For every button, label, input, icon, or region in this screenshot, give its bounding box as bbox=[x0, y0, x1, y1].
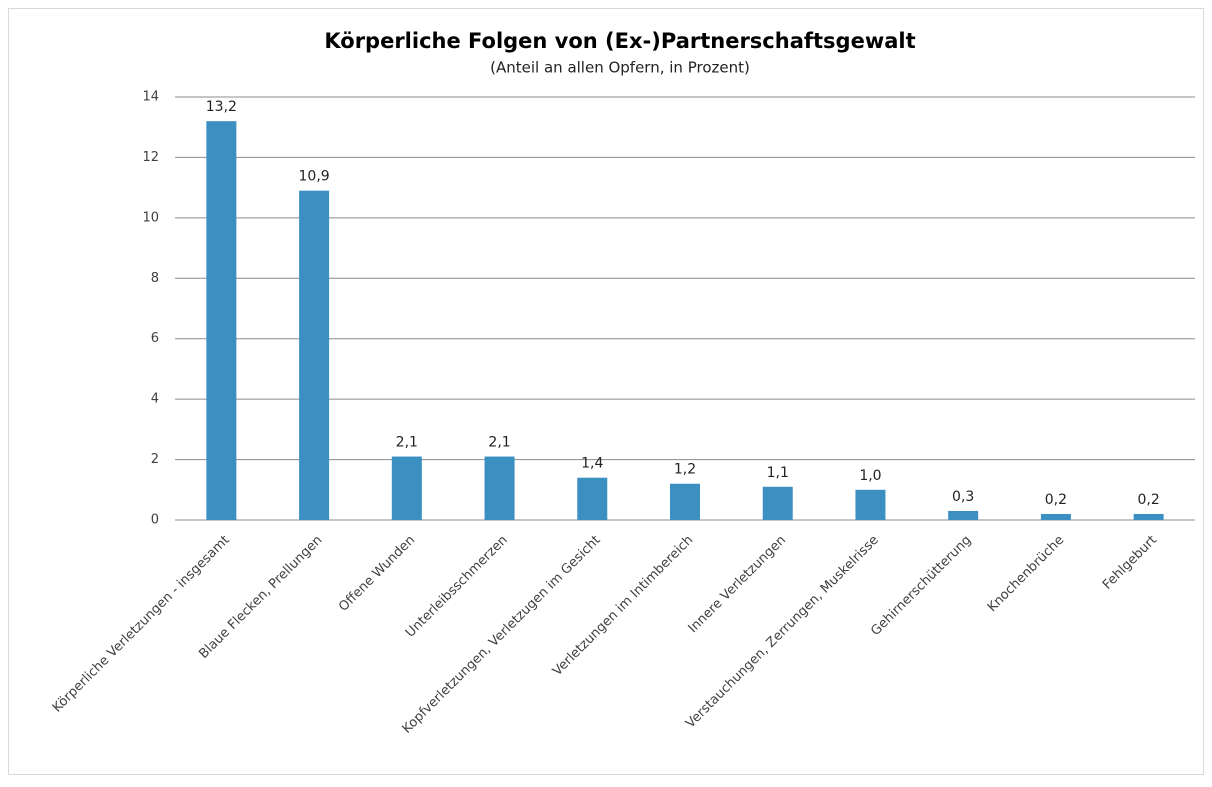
bar bbox=[206, 121, 237, 521]
bar bbox=[762, 486, 793, 520]
bar bbox=[1133, 513, 1164, 520]
bar bbox=[1040, 513, 1071, 520]
bar bbox=[391, 456, 422, 520]
chart-subtitle: (Anteil an allen Opfern, in Prozent) bbox=[490, 59, 750, 77]
value-label: 0,2 bbox=[1138, 492, 1160, 508]
y-tick-label: 8 bbox=[151, 271, 159, 286]
bar bbox=[484, 456, 515, 520]
y-tick-label: 2 bbox=[151, 452, 159, 467]
y-tick-label: 6 bbox=[151, 331, 159, 346]
chart-border bbox=[8, 8, 1204, 775]
value-label: 1,2 bbox=[674, 462, 696, 478]
value-label: 2,1 bbox=[396, 435, 418, 451]
value-label: 1,1 bbox=[767, 465, 789, 481]
y-tick-label: 0 bbox=[151, 513, 159, 528]
value-label: 2,1 bbox=[488, 435, 510, 451]
value-label: 0,2 bbox=[1045, 492, 1067, 508]
value-label: 1,4 bbox=[581, 456, 603, 472]
y-tick-label: 14 bbox=[142, 90, 159, 105]
bar bbox=[855, 489, 886, 520]
bar bbox=[577, 477, 608, 520]
value-label: 0,3 bbox=[952, 489, 974, 505]
y-tick-label: 12 bbox=[142, 150, 159, 165]
value-label: 1,0 bbox=[859, 468, 881, 484]
y-tick-label: 4 bbox=[151, 392, 159, 407]
bar bbox=[948, 510, 979, 520]
y-tick-label: 10 bbox=[142, 210, 159, 225]
bar bbox=[299, 190, 330, 520]
value-label: 13,2 bbox=[206, 99, 237, 115]
bar bbox=[670, 483, 700, 520]
value-label: 10,9 bbox=[299, 169, 330, 185]
chart-title: Körperliche Folgen von (Ex-)Partnerschaf… bbox=[324, 29, 915, 53]
